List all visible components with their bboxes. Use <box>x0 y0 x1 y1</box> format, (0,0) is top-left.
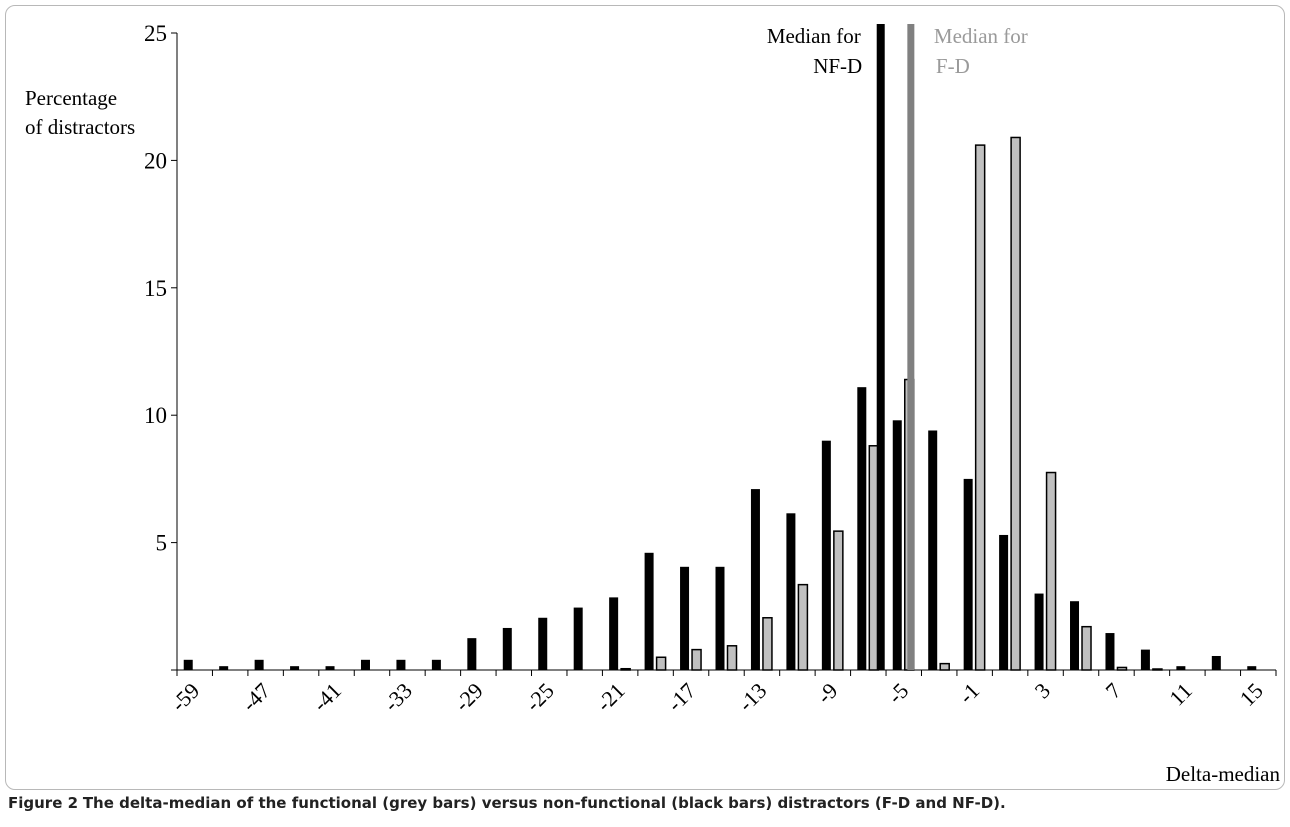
bar-f-d <box>726 645 738 671</box>
bar-nf-d <box>892 420 902 670</box>
bar-f-d <box>655 656 667 671</box>
median-line-f-d <box>907 24 915 670</box>
bar-nf-d <box>1176 666 1186 670</box>
y-axis-label-line-2: of distractors <box>25 115 135 139</box>
x-tick-label: -33 <box>379 678 417 716</box>
x-tick-label: -9 <box>812 678 843 709</box>
bar-f-d <box>1010 136 1021 671</box>
y-tick-label: 20 <box>144 148 167 173</box>
median-label-nf-d-line-1: Median for <box>767 24 861 48</box>
x-tick-label: -47 <box>237 678 275 716</box>
bar-f-d <box>691 648 702 671</box>
bar-nf-d <box>928 430 938 670</box>
bar-nf-d <box>821 440 831 670</box>
bar-nf-d <box>290 666 300 670</box>
bar-f-d <box>1152 668 1163 671</box>
figure-frame <box>5 5 1285 790</box>
bars-group <box>183 136 1257 671</box>
x-tick-label: 3 <box>1030 678 1055 703</box>
median-label-f-d-line-2: F-D <box>936 54 970 78</box>
bar-nf-d <box>644 552 654 670</box>
caption-text: The delta-median of the functional (grey… <box>82 794 1006 812</box>
bar-nf-d <box>219 666 229 670</box>
bar-nf-d <box>396 659 406 670</box>
bar-nf-d <box>183 659 193 670</box>
bar-nf-d <box>325 666 335 670</box>
bar-f-d <box>797 583 809 671</box>
bar-f-d <box>833 530 844 671</box>
bar-nf-d <box>1140 649 1150 670</box>
y-tick-label: 15 <box>144 276 167 301</box>
x-axis-label: Delta-median <box>1166 762 1281 786</box>
x-tick-label: -21 <box>591 678 629 716</box>
figure-caption: Figure 2 The delta-median of the functio… <box>8 794 1278 812</box>
x-axis: -59 -47 -41 -33 -29 -25 -21 -17 -13 -9 -5 -1 3 7 11 15 <box>166 669 1277 716</box>
x-tick-label: -41 <box>308 678 346 716</box>
bar-nf-d <box>786 513 796 670</box>
y-axis-label-line-1: Percentage <box>25 86 117 110</box>
bar-f-d <box>1081 625 1092 671</box>
x-tick-label: -5 <box>883 678 914 709</box>
y-tick-label: 10 <box>144 403 167 428</box>
y-tick-label: 5 <box>156 531 168 556</box>
bar-nf-d <box>431 659 441 670</box>
bar-nf-d <box>538 617 548 670</box>
x-tick-label: 15 <box>1235 678 1268 711</box>
bar-nf-d <box>680 566 690 670</box>
bar-f-d <box>974 144 986 671</box>
bar-nf-d <box>1070 601 1080 670</box>
bar-nf-d <box>467 638 477 670</box>
bar-nf-d <box>1247 666 1257 670</box>
bar-nf-d <box>750 489 760 670</box>
x-tick-label: -17 <box>662 678 700 716</box>
x-tick-label: -29 <box>449 678 487 716</box>
caption-lead: Figure 2 <box>8 794 79 812</box>
median-label-nf-d-line-2: NF-D <box>813 54 862 78</box>
bar-f-d <box>1045 471 1057 671</box>
bar-nf-d <box>963 478 973 670</box>
bar-nf-d <box>1034 593 1044 670</box>
y-tick-label: 25 <box>144 21 167 46</box>
x-tick-label: -59 <box>166 678 204 716</box>
median-label-f-d-line-1: Median for <box>934 24 1028 48</box>
median-lines-group: Median for NF-D Median for F-D <box>767 24 1028 670</box>
median-line-nf-d <box>876 24 885 670</box>
bar-nf-d <box>502 627 512 670</box>
x-tick-label: -1 <box>954 678 985 709</box>
bar-f-d <box>1116 666 1128 671</box>
bar-f-d <box>620 667 631 671</box>
bar-nf-d <box>999 534 1009 670</box>
bar-nf-d <box>1105 633 1115 670</box>
y-axis: 5 10 15 20 25 <box>144 21 178 671</box>
bar-f-d <box>939 662 950 671</box>
x-tick-label: 7 <box>1101 678 1126 703</box>
x-tick-label: -13 <box>733 678 771 716</box>
bar-nf-d <box>360 659 370 670</box>
x-tick-label: 11 <box>1164 678 1197 711</box>
bar-nf-d <box>1211 655 1221 670</box>
bar-nf-d <box>609 597 619 670</box>
bar-nf-d <box>857 387 867 670</box>
bar-nf-d <box>715 566 725 670</box>
bar-nf-d <box>254 659 264 670</box>
bar-nf-d <box>573 607 583 670</box>
bar-f-d <box>762 617 773 671</box>
x-tick-label: -25 <box>520 678 558 716</box>
